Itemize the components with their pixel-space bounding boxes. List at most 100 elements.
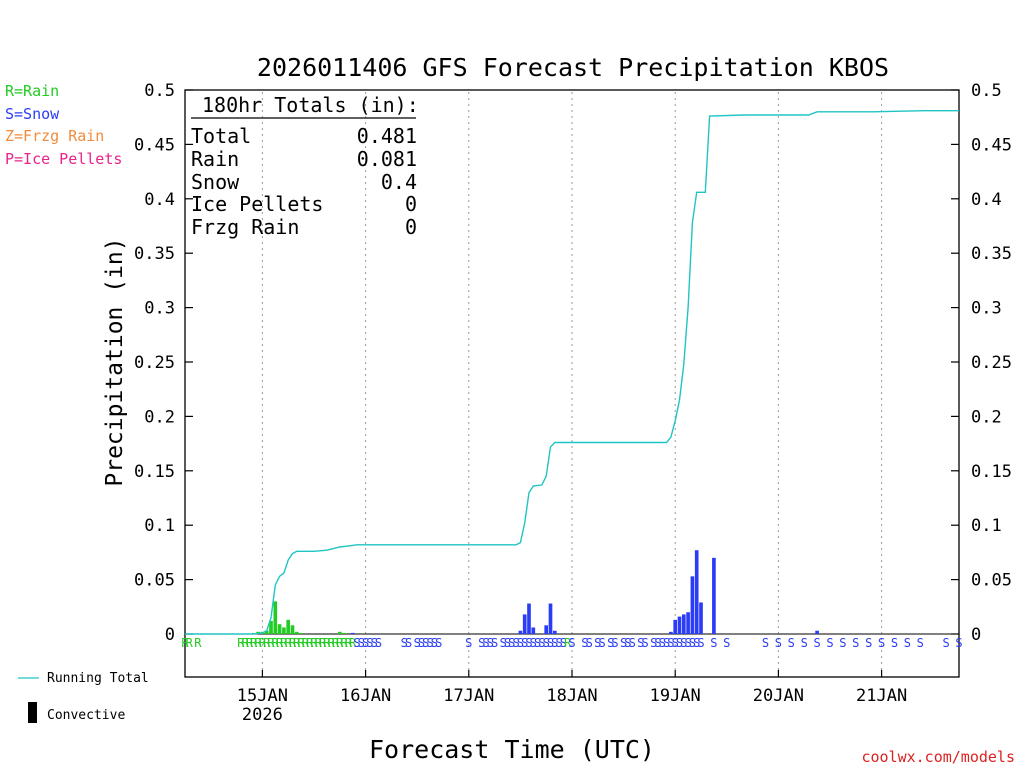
precip-bar-snow [518, 630, 523, 634]
precip-type-marker: R [302, 636, 310, 650]
x-axis-label: Forecast Time (UTC) [369, 735, 655, 764]
precip-type-marker: S [667, 636, 674, 650]
precip-type-marker: S [362, 636, 369, 650]
precip-type-marker: S [607, 636, 614, 650]
precip-type-marker: S [624, 636, 631, 650]
precipitation-bars [251, 550, 819, 634]
precip-bar-snow [690, 576, 695, 634]
precip-type-marker: S [375, 636, 382, 650]
precip-type-marker: S [581, 636, 588, 650]
precip-type-marker: R [340, 636, 348, 650]
precip-bar-rain [286, 619, 291, 634]
precip-type-marker: S [478, 636, 485, 650]
line-legend: Running Total Convective [18, 671, 149, 723]
precip-type-marker: S [955, 636, 962, 650]
plot-frame [184, 89, 960, 678]
legend-rain: R=Rain [5, 82, 59, 100]
precip-type-marker: S [723, 636, 730, 650]
precip-type-marker: S [917, 636, 924, 650]
precip-type-marker: S [555, 636, 562, 650]
precip-type-marker: S [801, 636, 808, 650]
precip-bar-rain [277, 624, 282, 634]
y-axis-label: Precipitation (in) [102, 237, 128, 486]
precip-type-marker: S [435, 636, 442, 650]
x-year-label: 2026 [242, 705, 283, 725]
y-tick-label-left: 0.15 [134, 462, 175, 482]
precip-type-marker: S [487, 636, 494, 650]
precip-type-marker: R [336, 636, 344, 650]
precip-type-marker: S [534, 636, 541, 650]
precip-bar-rain [273, 601, 278, 634]
precip-bar-snow [677, 616, 682, 634]
precip-type-marker: S [538, 636, 545, 650]
precip-bar-snow [544, 625, 549, 634]
precip-type-marker: S [547, 636, 554, 650]
chart-title: 2026011406 GFS Forecast Precipitation KB… [257, 53, 889, 82]
precip-type-marker: S [366, 636, 373, 650]
precip-type-marker: S [598, 636, 605, 650]
precip-type-marker: S [586, 636, 593, 650]
precip-type-marker: S [826, 636, 833, 650]
precip-type-marker: R [237, 636, 245, 650]
precip-type-marker: S [405, 636, 412, 650]
y-tick-label-right: 0 [971, 625, 981, 645]
precip-type-marker: R [263, 636, 271, 650]
precip-type-marker: R [242, 636, 250, 650]
legend-convective-label: Convective [47, 708, 125, 723]
precip-type-marker: R [564, 636, 572, 650]
precip-type-marker: S [551, 636, 558, 650]
precip-bar-rain [337, 631, 342, 634]
precip-type-marker: S [663, 636, 670, 650]
precip-bar-snow [712, 557, 716, 634]
precip-bar-snow [673, 619, 678, 634]
precip-type-marker: R [319, 636, 327, 650]
precip-type-marker: S [637, 636, 644, 650]
totals-label-ice-pellets: Ice Pellets [191, 192, 323, 216]
precip-type-marker: R [293, 636, 301, 650]
totals-value-ice-pellets: 0 [405, 192, 417, 216]
precip-type-marker: S [762, 636, 769, 650]
precip-type-marker: R [280, 636, 288, 650]
precip-type-marker: R [186, 636, 194, 650]
precip-type-marker: S [788, 636, 795, 650]
precip-type-marker: S [697, 636, 704, 650]
precip-type-marker: R [328, 636, 336, 650]
precip-type-marker: S [904, 636, 911, 650]
precip-type-marker: S [517, 636, 524, 650]
precip-type-marker: R [297, 636, 305, 650]
precip-type-marker: R [250, 636, 258, 650]
precip-bar-rain [269, 620, 273, 634]
precip-bar-snow [350, 632, 355, 634]
precip-type-marker: R [254, 636, 262, 650]
precip-type-marker: S [414, 636, 421, 650]
precip-type-marker: S [689, 636, 696, 650]
precip-type-marker: S [693, 636, 700, 650]
totals-value-rain: 0.081 [357, 147, 417, 171]
x-tick-label: 18JAN [546, 686, 597, 706]
y-tick-label-right: 0.35 [971, 244, 1012, 264]
precip-type-marker: S [659, 636, 666, 650]
totals-label-rain: Rain [191, 147, 239, 171]
precip-type-marker: S [641, 636, 648, 650]
precip-type-marker: S [371, 636, 378, 650]
precip-type-marker: S [560, 636, 567, 650]
y-tick-label-right: 0.45 [971, 135, 1012, 155]
precip-type-marker: S [684, 636, 691, 650]
legend-convective-swatch [28, 702, 37, 723]
grid-lines [185, 92, 959, 675]
precip-bar-snow [531, 627, 536, 634]
precip-type-marker: R [323, 636, 331, 650]
precip-bar-snow [552, 630, 557, 634]
precip-bar-rain [299, 632, 303, 634]
totals-label-frzg-rain: Frzg Rain [191, 215, 299, 239]
precip-type-marker: S [508, 636, 515, 650]
running-total-series [185, 109, 959, 635]
precip-bar-snow [527, 603, 531, 634]
precip-bar-snow [669, 631, 673, 634]
precip-type-marker: R [181, 636, 189, 650]
x-tick-label: 16JAN [340, 686, 391, 706]
precip-type-marker: S [353, 636, 360, 650]
precip-type-marker: S [654, 636, 661, 650]
